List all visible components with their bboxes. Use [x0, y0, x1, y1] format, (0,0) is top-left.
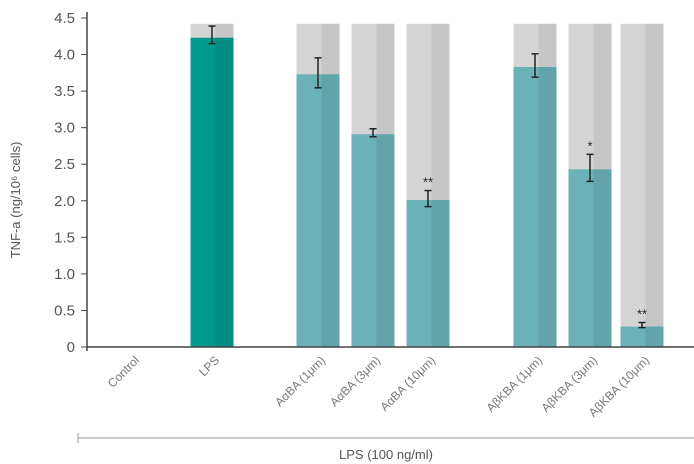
- bar: [296, 74, 340, 347]
- bar: [406, 200, 450, 347]
- bar: [568, 169, 612, 347]
- group-label: LPS (100 ng/ml): [339, 447, 433, 462]
- significance-label: *: [587, 138, 592, 153]
- bar-background-shade: [645, 23, 664, 348]
- bar-shade: [593, 169, 612, 347]
- significance-label: **: [423, 175, 433, 190]
- category-label: AαBA (3μm): [327, 353, 383, 409]
- y-axis-title: TNF-a (ng/10⁶ cells): [8, 142, 23, 259]
- y-tick-label: 4.0: [54, 47, 75, 64]
- category-label: Control: [105, 353, 142, 390]
- y-tick-label: 3.0: [54, 120, 75, 137]
- bar: [620, 326, 664, 347]
- category-label: AβKBA (1μm): [483, 353, 545, 415]
- y-tick-label: 2.5: [54, 156, 75, 173]
- y-tick-label: 0: [67, 339, 75, 356]
- y-tick-label: 4.5: [54, 10, 75, 27]
- category-label: AαBA (1μm): [272, 353, 328, 409]
- bar: [513, 66, 557, 348]
- y-tick-label: 3.5: [54, 83, 75, 100]
- bar-shade: [321, 74, 340, 347]
- category-label: LPS: [196, 353, 222, 379]
- y-tick-label: 2.0: [54, 193, 75, 210]
- y-tick-label: 1.5: [54, 229, 75, 246]
- category-label: AαBA (10μm): [377, 353, 438, 414]
- bar-shade: [538, 66, 557, 348]
- bar-shade: [431, 200, 450, 347]
- bar-shade: [215, 37, 234, 348]
- bar: [190, 37, 234, 348]
- bar-shade: [645, 326, 664, 347]
- significance-label: **: [637, 307, 647, 322]
- bar-shade: [376, 134, 395, 347]
- y-tick-label: 0.5: [54, 302, 75, 319]
- y-tick-label: 1.0: [54, 266, 75, 283]
- bar: [351, 134, 395, 347]
